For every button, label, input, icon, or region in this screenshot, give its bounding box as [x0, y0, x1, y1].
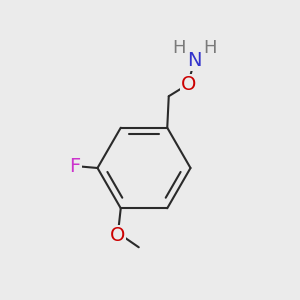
Text: N: N: [187, 51, 202, 70]
Text: O: O: [110, 226, 125, 245]
Text: H: H: [172, 39, 185, 57]
Text: F: F: [69, 157, 81, 176]
Text: O: O: [181, 75, 196, 94]
Text: H: H: [203, 39, 217, 57]
